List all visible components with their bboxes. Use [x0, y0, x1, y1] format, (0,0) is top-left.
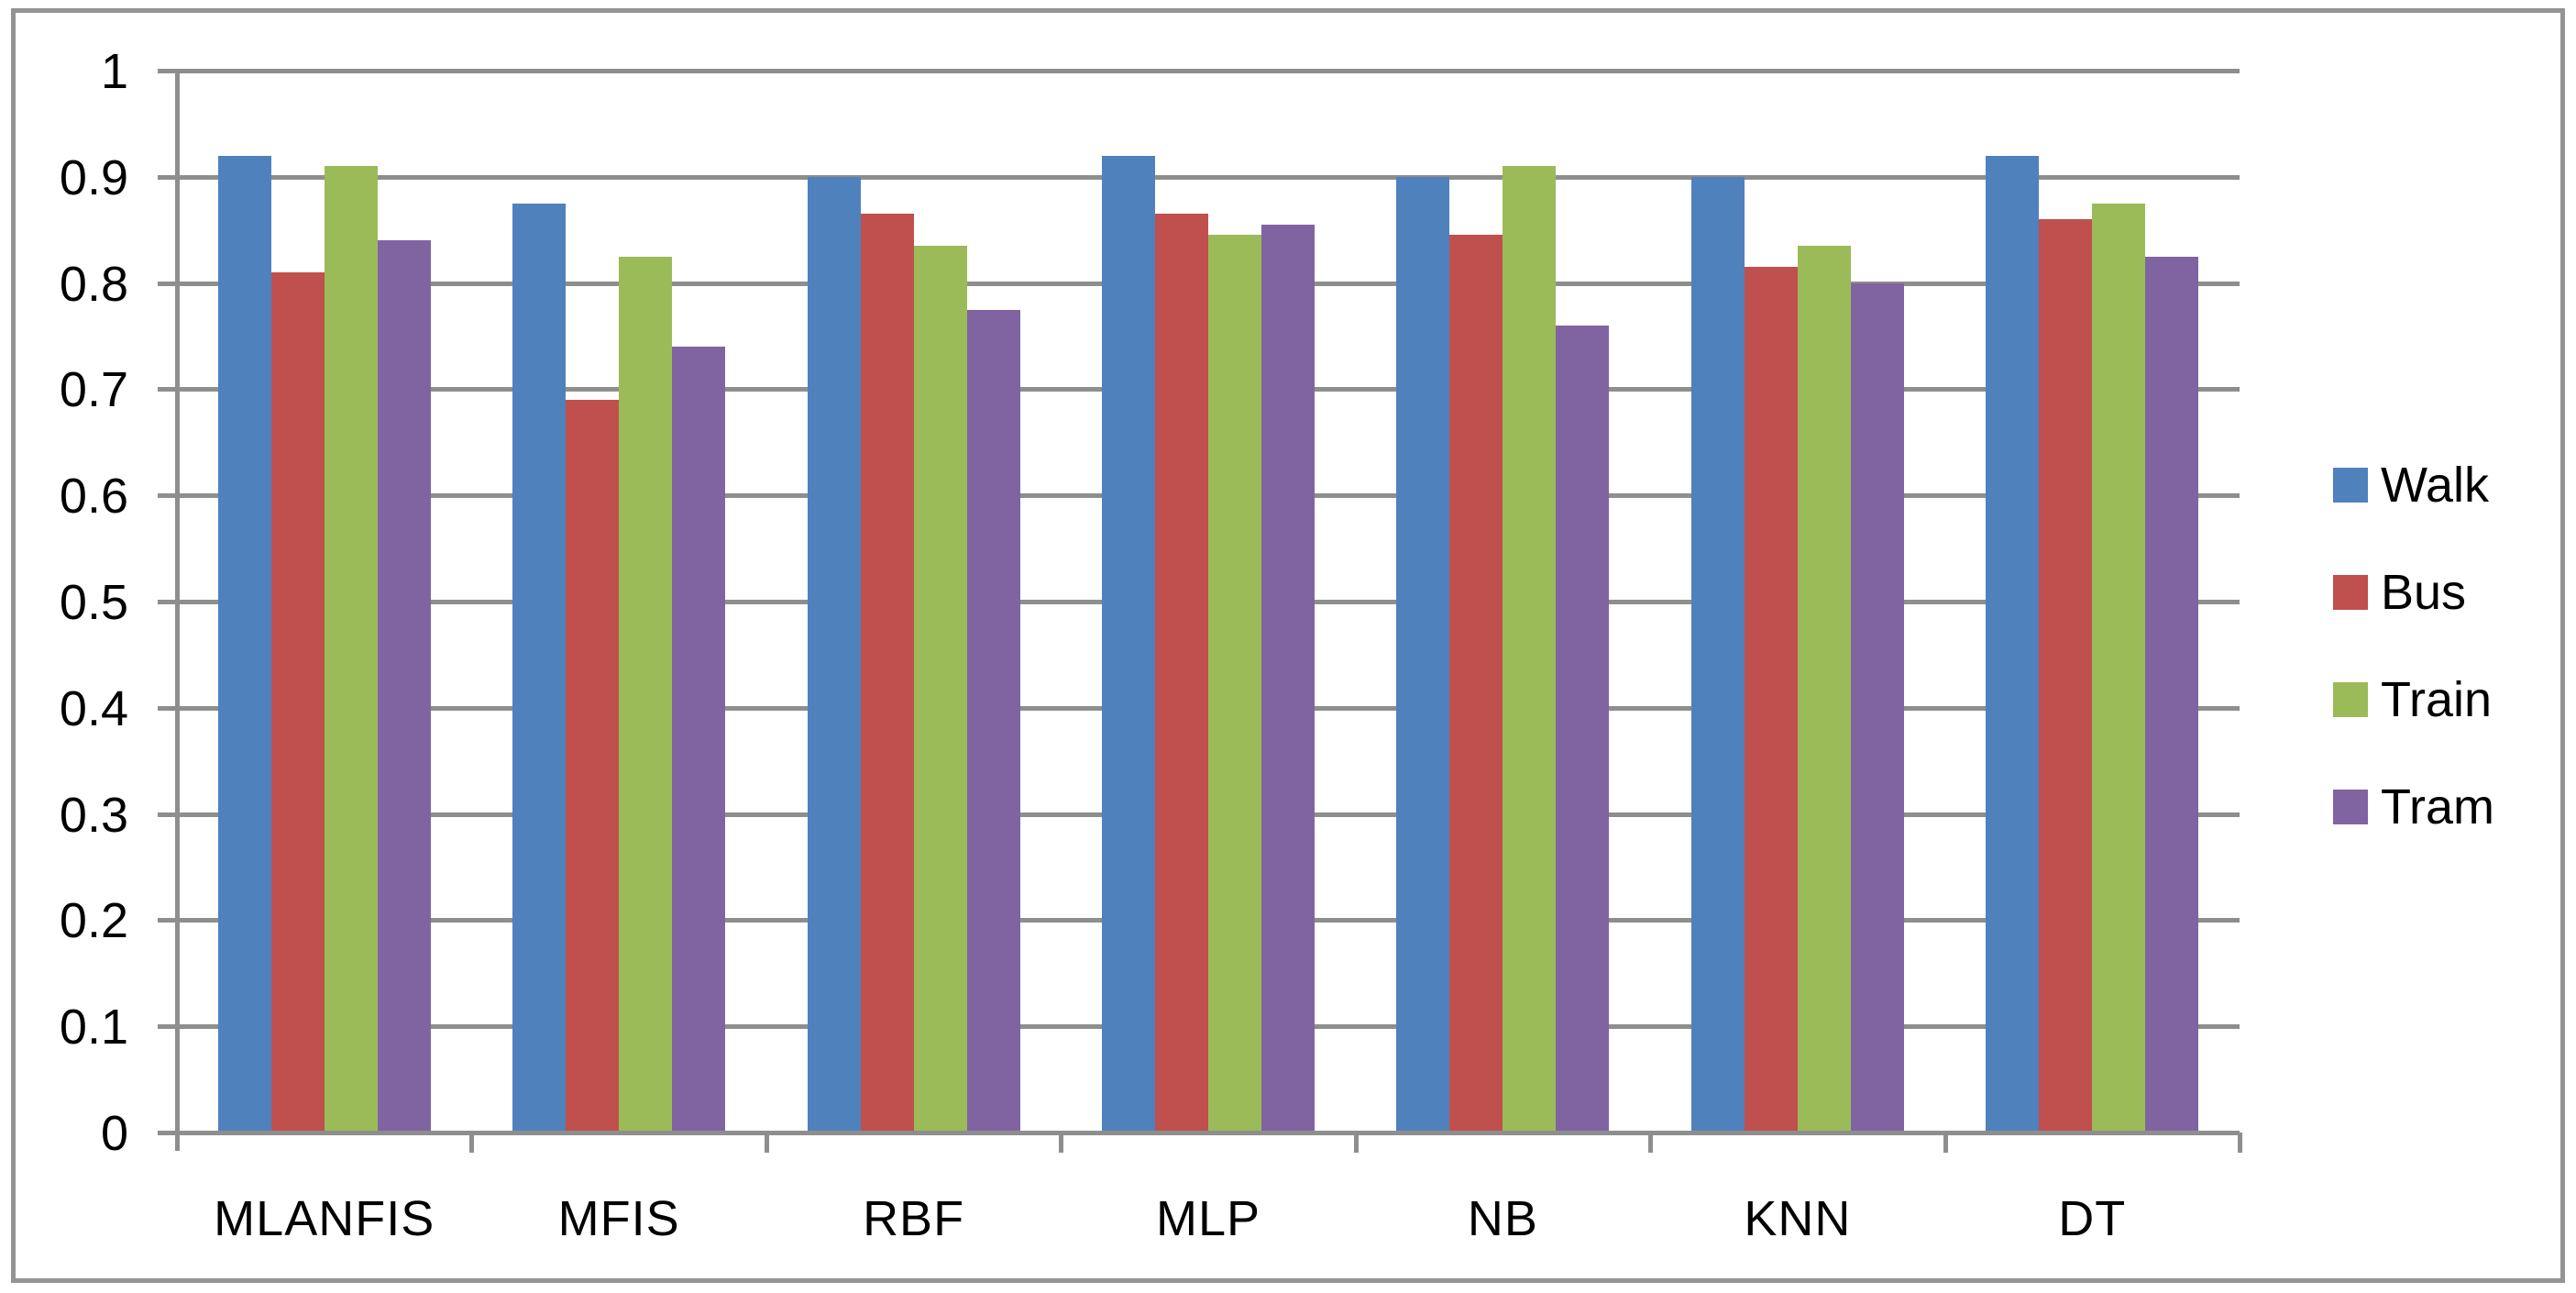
bar-train-mfis — [619, 256, 673, 1131]
bar-walk-mfis — [512, 203, 567, 1131]
legend: Walk Bus Train Tram — [2333, 460, 2494, 832]
x-axis-tick — [764, 1133, 769, 1153]
x-axis-tick — [1059, 1133, 1064, 1153]
bar-walk-rbf — [807, 176, 861, 1131]
bar-bus-rbf — [860, 214, 914, 1131]
x-label-knn: KNN — [1744, 1191, 1852, 1246]
y-tick-label: 0.2 — [59, 893, 128, 949]
bar-train-nb — [1503, 166, 1557, 1131]
x-axis-tick — [2238, 1133, 2242, 1153]
bar-tram-knn — [1850, 282, 1904, 1131]
y-tick-label: 0.6 — [59, 469, 128, 525]
x-label-rbf: RBF — [863, 1191, 965, 1246]
bar-walk-knn — [1690, 176, 1745, 1131]
y-tick-label: 0 — [100, 1106, 128, 1161]
y-tick-label: 0.9 — [59, 149, 128, 205]
x-label-mlanfis: MLANFIS — [214, 1191, 435, 1246]
y-tick-label: 0.3 — [59, 787, 128, 843]
y-tick-label: 0.1 — [59, 1000, 128, 1055]
legend-swatch-bus — [2333, 575, 2368, 610]
y-tick-label: 0.4 — [59, 680, 128, 736]
bar-bus-nb — [1449, 235, 1503, 1131]
bar-tram-dt — [2145, 256, 2199, 1131]
gridline-1 — [158, 69, 2240, 73]
x-axis-tick — [1943, 1133, 1948, 1153]
bar-train-knn — [1797, 246, 1851, 1131]
legend-label: Train — [2381, 672, 2493, 727]
bar-walk-mlanfis — [217, 155, 271, 1131]
x-label-nb: NB — [1467, 1191, 1538, 1246]
bar-tram-mfis — [672, 347, 726, 1131]
y-tick-label: 1 — [100, 44, 128, 99]
legend-label: Bus — [2381, 565, 2467, 620]
x-axis-tick — [1648, 1133, 1654, 1153]
bar-tram-rbf — [966, 309, 1020, 1131]
bar-walk-nb — [1396, 176, 1450, 1131]
y-axis-line — [175, 69, 180, 1151]
x-axis-tick — [1353, 1133, 1359, 1153]
bar-tram-mlp — [1261, 224, 1315, 1131]
y-tick-label: 0.5 — [59, 575, 128, 630]
bar-walk-dt — [1986, 155, 2040, 1131]
bar-bus-mlanfis — [270, 272, 325, 1131]
chart-frame: 0 0.1 0.2 0.3 0.4 0.5 0.6 0.7 0.8 0.9 1 MLANFIS MFIS… — [11, 8, 2565, 1283]
bar-bus-dt — [2039, 219, 2093, 1131]
bar-train-dt — [2092, 203, 2146, 1131]
bar-tram-mlanfis — [377, 240, 431, 1131]
legend-label: Tram — [2381, 779, 2494, 834]
x-label-mfis: MFIS — [557, 1191, 680, 1246]
bar-bus-mlp — [1155, 214, 1208, 1131]
bar-bus-knn — [1744, 267, 1798, 1131]
legend-item-bus: Bus — [2333, 568, 2494, 617]
bar-train-mlp — [1208, 235, 1261, 1131]
bar-train-rbf — [913, 246, 967, 1131]
legend-item-tram: Tram — [2333, 782, 2494, 832]
bar-train-mlanfis — [324, 166, 378, 1131]
legend-swatch-train — [2333, 682, 2368, 717]
x-label-dt: DT — [2058, 1191, 2127, 1246]
gridline-0.9 — [158, 174, 2240, 180]
legend-label: Walk — [2381, 458, 2489, 513]
x-axis-line — [158, 1131, 2240, 1135]
legend-item-walk: Walk — [2333, 460, 2494, 510]
x-axis-tick — [469, 1133, 475, 1153]
legend-swatch-tram — [2333, 790, 2368, 824]
x-label-mlp: MLP — [1155, 1191, 1261, 1246]
y-tick-label: 0.8 — [59, 256, 128, 312]
legend-item-train: Train — [2333, 675, 2494, 724]
bar-bus-mfis — [566, 399, 620, 1131]
bar-tram-nb — [1556, 325, 1610, 1131]
bar-walk-mlp — [1102, 155, 1155, 1131]
legend-swatch-walk — [2333, 468, 2368, 503]
y-tick-label: 0.7 — [59, 362, 128, 418]
bar-chart: 0 0.1 0.2 0.3 0.4 0.5 0.6 0.7 0.8 0.9 1 MLANFIS MFIS… — [16, 13, 2560, 1278]
